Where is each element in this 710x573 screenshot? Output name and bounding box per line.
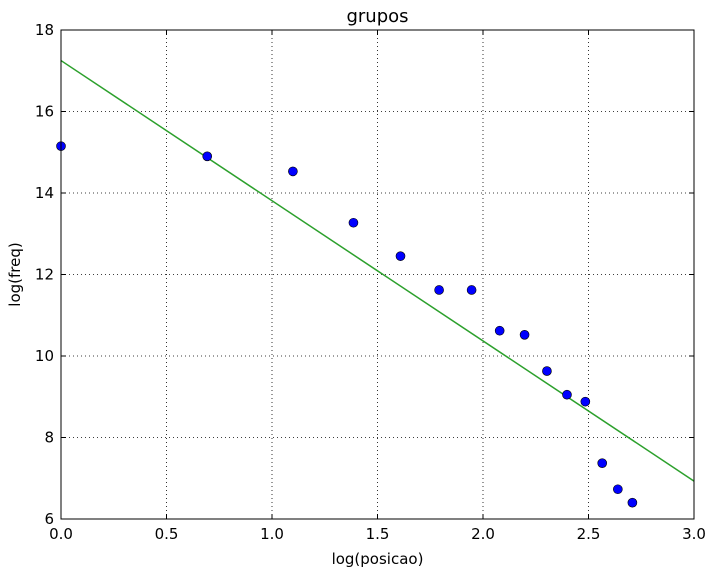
data-point — [395, 251, 406, 261]
data-point — [348, 217, 359, 228]
x-tick-label: 0.5 — [155, 525, 179, 543]
data-point — [580, 396, 591, 407]
x-tick-label: 2.0 — [471, 525, 495, 543]
x-tick-label: 1.0 — [260, 525, 284, 543]
data-point — [434, 285, 444, 295]
y-tick-label: 8 — [44, 429, 54, 447]
data-points-layer — [56, 141, 638, 508]
fit-line — [60, 59, 695, 482]
y-tick-label: 6 — [44, 510, 54, 528]
x-axis-label: log(posicao) — [332, 550, 424, 568]
x-tick-label: 1.5 — [366, 525, 390, 543]
data-point — [494, 325, 505, 336]
y-tick-label: 10 — [35, 347, 54, 365]
data-point — [597, 458, 608, 468]
y-axis-label: log(freq) — [6, 242, 24, 306]
data-point — [562, 389, 572, 400]
x-tick-labels: 0.0 0.5 1.0 1.5 2.0 2.5 3.0 — [49, 525, 706, 543]
y-tick-label: 14 — [35, 184, 54, 202]
fit-line-layer — [60, 59, 695, 482]
y-tick-labels: 6 8 10 12 14 16 18 — [35, 21, 54, 528]
x-tick-label: 2.5 — [577, 525, 601, 543]
tick-marks — [60, 29, 695, 520]
data-point — [202, 151, 213, 162]
data-point — [288, 166, 298, 177]
y-tick-label: 18 — [35, 21, 54, 39]
chart-title: grupos — [346, 6, 408, 27]
y-tick-label: 16 — [35, 103, 54, 121]
data-point — [519, 330, 530, 340]
grid-lines — [60, 29, 695, 520]
x-tick-label: 0.0 — [49, 525, 73, 543]
y-tick-label: 12 — [35, 266, 54, 284]
data-point — [466, 285, 477, 295]
x-tick-label: 3.0 — [682, 525, 706, 543]
data-point — [627, 497, 638, 508]
data-point — [613, 484, 623, 495]
data-point — [542, 366, 552, 376]
